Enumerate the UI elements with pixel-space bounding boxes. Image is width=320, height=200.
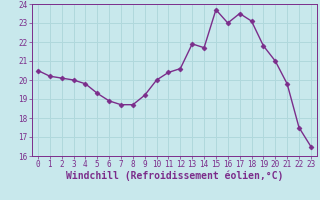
X-axis label: Windchill (Refroidissement éolien,°C): Windchill (Refroidissement éolien,°C) xyxy=(66,171,283,181)
